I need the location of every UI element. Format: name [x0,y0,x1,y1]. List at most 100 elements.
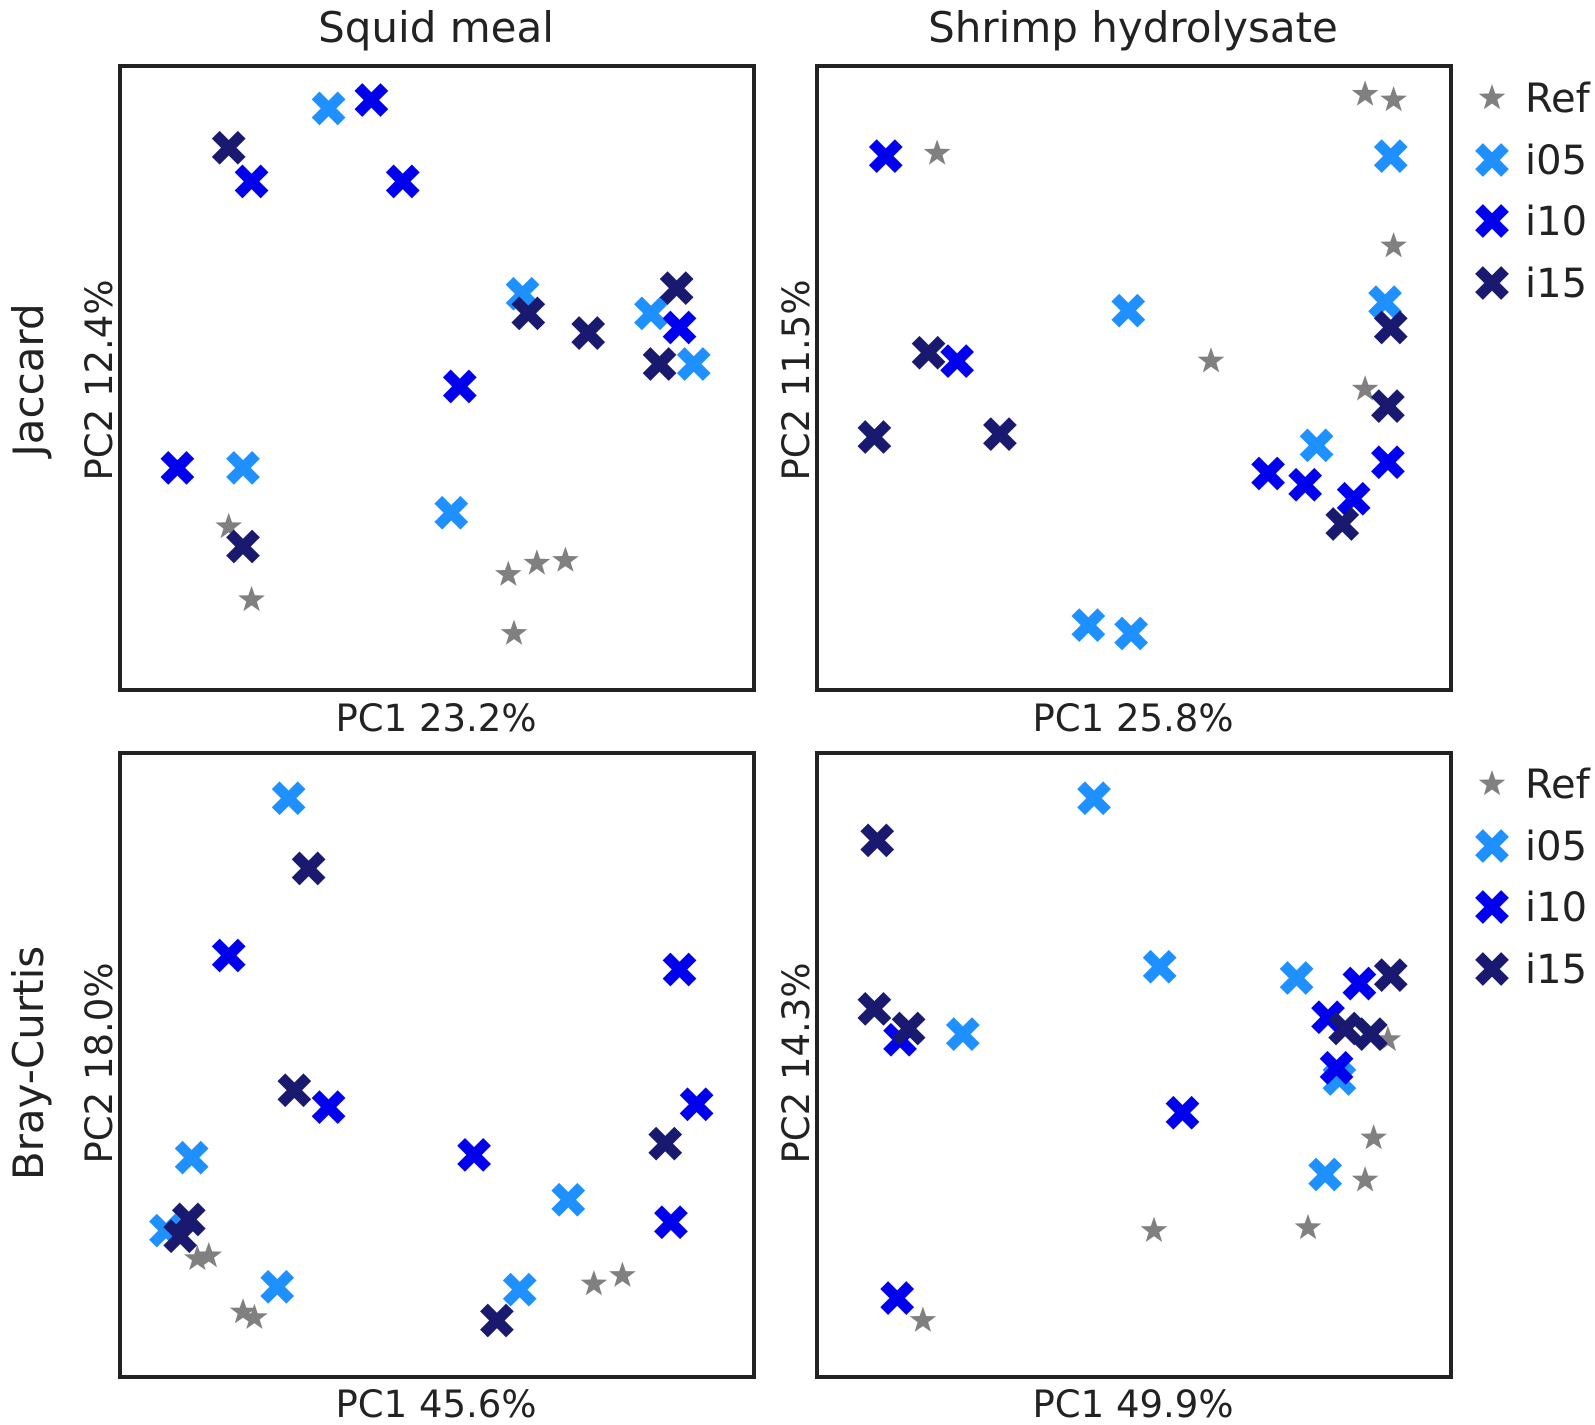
data-point-i05 [1111,293,1146,328]
x-axis-label-squid-jaccard: PC1 23.2% [336,697,537,740]
legend-item-ref: Ref [1478,76,1591,122]
data-point-ref [580,1270,608,1296]
legend-item-i10: i10 [1475,885,1587,931]
data-point-i15 [277,1073,312,1108]
legend-item-i15: i15 [1475,947,1587,993]
data-point-i10 [940,344,975,379]
data-point-ref [1294,1213,1322,1240]
data-point-ref [1351,1166,1379,1192]
data-point-i15 [659,271,694,306]
data-point-i10 [311,1090,346,1125]
data-point-i05 [502,1272,537,1307]
legend-label-i15: i15 [1525,261,1587,307]
y-axis-label-shrimp-jaccard: PC2 11.5% [775,280,818,481]
x-marker-icon [1475,952,1509,986]
data-point-ref [1140,1216,1168,1242]
data-point-i05 [1114,616,1149,651]
data-point-i05 [434,495,469,530]
data-point-i05 [634,296,668,331]
data-point-ref [195,1241,223,1268]
data-point-i10 [880,1281,915,1315]
data-point-i10 [662,952,697,987]
x-marker-icon [1475,890,1509,924]
data-point-i15 [857,420,892,454]
legend-item-i05: i05 [1475,824,1587,870]
legend-label-i05: i05 [1525,138,1587,184]
y-axis-label-squid-jaccard: PC2 12.4% [78,280,121,481]
data-point-i15 [857,991,892,1026]
data-point-i10 [679,1087,714,1122]
x-marker-icon [1475,829,1509,863]
data-point-ref [909,1306,937,1332]
row-title-bray-curtis: Bray-Curtis [4,946,53,1180]
data-point-i05 [1071,608,1106,642]
panel-frame-squid-jaccard [118,64,756,692]
data-point-i15 [1325,507,1360,541]
data-point-i15 [571,316,606,350]
star-icon [1478,84,1506,110]
x-marker [1475,266,1509,300]
x-marker [1475,890,1509,924]
legend-item-i05: i05 [1475,138,1587,184]
data-point-ref [523,549,551,575]
legend-label-i10: i10 [1525,199,1587,245]
data-point-i05 [1308,1157,1343,1192]
data-point-i05 [1279,961,1314,995]
x-marker [1475,204,1509,238]
scatter-panel-1 [160,83,711,645]
panel-frame-squid-bray-curtis [118,751,756,1379]
data-point-ref [215,512,242,539]
column-title-shrimp-hydrolysate: Shrimp hydrolysate [928,3,1338,52]
data-point-i10 [160,450,195,485]
y-axis-label-squid-bray-curtis: PC2 18.0% [78,963,121,1164]
data-points-layer [149,80,1408,1338]
x-marker [1475,143,1509,177]
data-point-i10 [868,139,903,174]
data-point-ref [229,1298,257,1324]
data-point-i15 [891,1011,926,1046]
data-point-i15 [983,417,1017,452]
data-point-i05 [260,1269,295,1304]
legend-item-i10: i10 [1475,199,1587,245]
data-point-i15 [642,347,677,381]
data-point-ref [1351,375,1379,401]
data-point-i15 [163,1219,198,1254]
data-point-ref [241,1303,268,1329]
data-point-ref [552,546,579,572]
row-title-jaccard: Jaccard [4,303,53,459]
data-point-ref [1197,347,1225,373]
column-title-squid-meal: Squid meal [318,3,554,52]
data-point-i05 [226,450,260,485]
data-point-ref [923,139,951,165]
x-axis-label-shrimp-bray-curtis: PC1 49.9% [1033,1383,1234,1425]
x-marker-icon [1475,204,1509,238]
star-marker [1478,84,1506,110]
legend-item-i15: i15 [1475,261,1587,307]
data-point-i15 [211,130,246,165]
data-point-i05 [174,1140,209,1175]
data-point-i15 [648,1126,683,1161]
star-marker [1478,770,1506,796]
data-point-i05 [1368,285,1402,320]
data-point-i05 [311,91,346,126]
data-point-i10 [442,369,477,404]
data-point-i15 [860,823,895,858]
data-point-i15 [226,529,260,564]
legend-item-ref: Ref [1478,762,1591,808]
data-point-i05 [1373,139,1408,174]
data-point-i10 [457,1137,491,1172]
data-point-i10 [234,164,269,199]
data-point-i15 [511,296,546,331]
data-point-i15 [1371,389,1405,423]
data-point-ref [184,1244,211,1271]
data-point-i15 [911,335,946,370]
data-point-i15 [1353,1017,1388,1052]
legend-label-i15: i15 [1525,947,1587,993]
data-point-i05 [1299,428,1334,463]
legend-bray-curtis: Ref i05 i10 i15 [1475,762,1591,993]
data-point-ref [1360,1124,1387,1150]
data-point-i10 [211,938,246,973]
data-point-i10 [1342,966,1377,1001]
legend-label-ref: Ref [1525,762,1591,808]
